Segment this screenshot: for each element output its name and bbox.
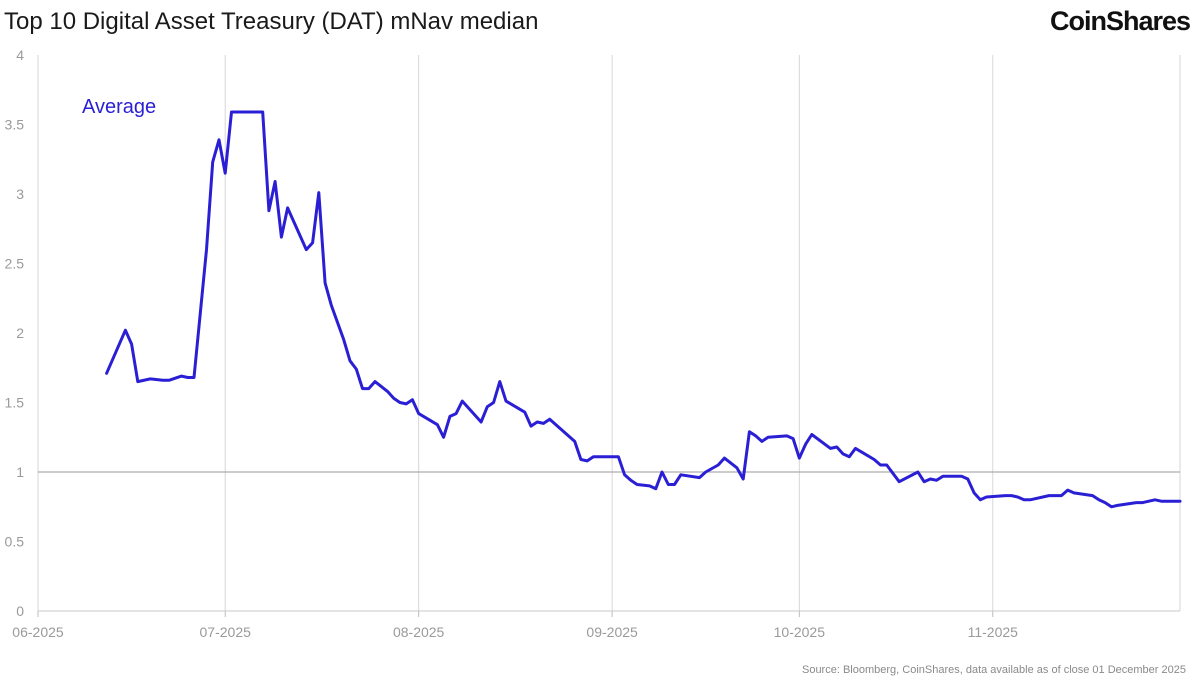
x-tick-label-08-2025: 08-2025 bbox=[393, 624, 445, 640]
x-tick-label-07-2025: 07-2025 bbox=[200, 624, 252, 640]
y-tick-label-2.5: 2.5 bbox=[5, 256, 25, 272]
y-tick-label-1: 1 bbox=[16, 464, 24, 480]
y-tick-label-4: 4 bbox=[16, 47, 24, 63]
legend-layer: Average bbox=[82, 96, 156, 118]
y-tick-label-0: 0 bbox=[16, 603, 24, 619]
x-tick-label-06-2025: 06-2025 bbox=[12, 624, 64, 640]
coinshares-logo: CoinShares bbox=[1049, 6, 1191, 36]
x-tick-label-11-2025: 11-2025 bbox=[968, 624, 1019, 640]
source-note: Source: Bloomberg, CoinShares, data avai… bbox=[801, 664, 1186, 676]
y-tick-label-0.5: 0.5 bbox=[5, 534, 25, 550]
grid-layer bbox=[37, 55, 1181, 611]
y-tick-label-3: 3 bbox=[16, 186, 24, 202]
series-line-average bbox=[105, 110, 1182, 509]
y-tick-label-2: 2 bbox=[16, 325, 24, 341]
x-tick-label-09-2025: 09-2025 bbox=[586, 624, 638, 640]
y-tick-label-3.5: 3.5 bbox=[5, 117, 25, 133]
y-tick-label-1.5: 1.5 bbox=[5, 395, 25, 411]
x-tick-label-10-2025: 10-2025 bbox=[774, 624, 826, 640]
chart-title: Top 10 Digital Asset Treasury (DAT) mNav… bbox=[4, 8, 539, 35]
legend-label-average: Average bbox=[82, 96, 156, 118]
axis-layer: 06-2025 07-2025 08-2025 09-2025 10-2025 11-20… bbox=[5, 47, 1180, 640]
series-layer bbox=[105, 110, 1182, 509]
